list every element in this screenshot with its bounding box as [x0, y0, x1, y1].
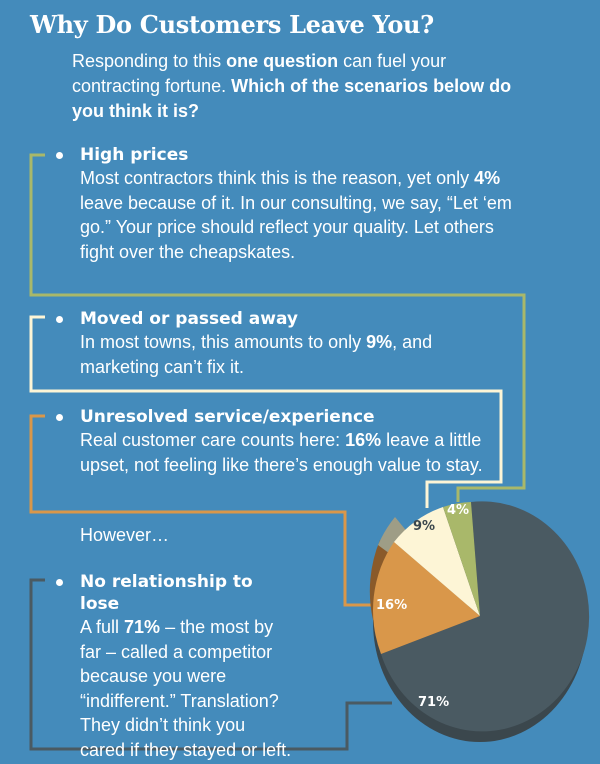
pie-slice-16: [373, 542, 480, 654]
pie-label-16: 16%: [376, 598, 408, 613]
bullet-icon: [56, 316, 63, 323]
stat-value: 16%: [345, 430, 382, 450]
section-body: Real customer care counts here: 16% leav…: [80, 430, 483, 475]
intro-bold: one question: [226, 51, 339, 71]
connector-no-relationship: [29, 578, 392, 751]
intro-bold: Which of the scenarios below do you thin…: [72, 76, 512, 121]
connector-high-prices: [29, 153, 526, 502]
section-heading: Moved or passed away: [80, 309, 298, 329]
bullet-icon: [56, 579, 63, 586]
section-heading: Unresolved service/experience: [80, 407, 375, 427]
bullet-icon: [56, 414, 63, 421]
section-high-prices: High prices Most contractors think this …: [56, 144, 520, 264]
bullet-icon: [56, 152, 63, 159]
pie-slice-4: [443, 502, 480, 616]
stat-value: 71%: [124, 617, 161, 637]
however-text: However…: [80, 525, 170, 545]
section-unresolved: Unresolved service/experience Real custo…: [56, 406, 500, 477]
section-moved: Moved or passed away In most towns, this…: [56, 308, 500, 379]
section-body: A full 71% – the most by far – called a …: [80, 617, 292, 760]
intro-paragraph: Responding to this one question can fuel…: [72, 49, 532, 124]
stat-value: 9%: [366, 332, 393, 352]
intro-text: Responding to this: [72, 51, 227, 71]
section-body: In most towns, this amounts to only 9%, …: [80, 332, 433, 377]
page-title: Why Do Customers Leave You?: [30, 10, 434, 39]
pie-label-71: 71%: [418, 695, 450, 710]
pie-label-9: 9%: [413, 519, 436, 534]
pie-label-4: 4%: [447, 503, 470, 518]
section-body: Most contractors think this is the reaso…: [80, 168, 512, 262]
connector-moved: [29, 315, 503, 508]
section-no-relationship: No relationship to lose A full 71% – the…: [56, 571, 295, 762]
pie-slice-9: [394, 507, 480, 616]
pie-slice-71: [381, 501, 590, 732]
intro-text: can fuel your contracting fortune.: [72, 51, 447, 96]
connector-unresolved: [29, 414, 372, 607]
stat-value: 4%: [474, 168, 501, 188]
section-heading: No relationship to lose: [80, 572, 253, 614]
section-heading: High prices: [80, 145, 189, 165]
